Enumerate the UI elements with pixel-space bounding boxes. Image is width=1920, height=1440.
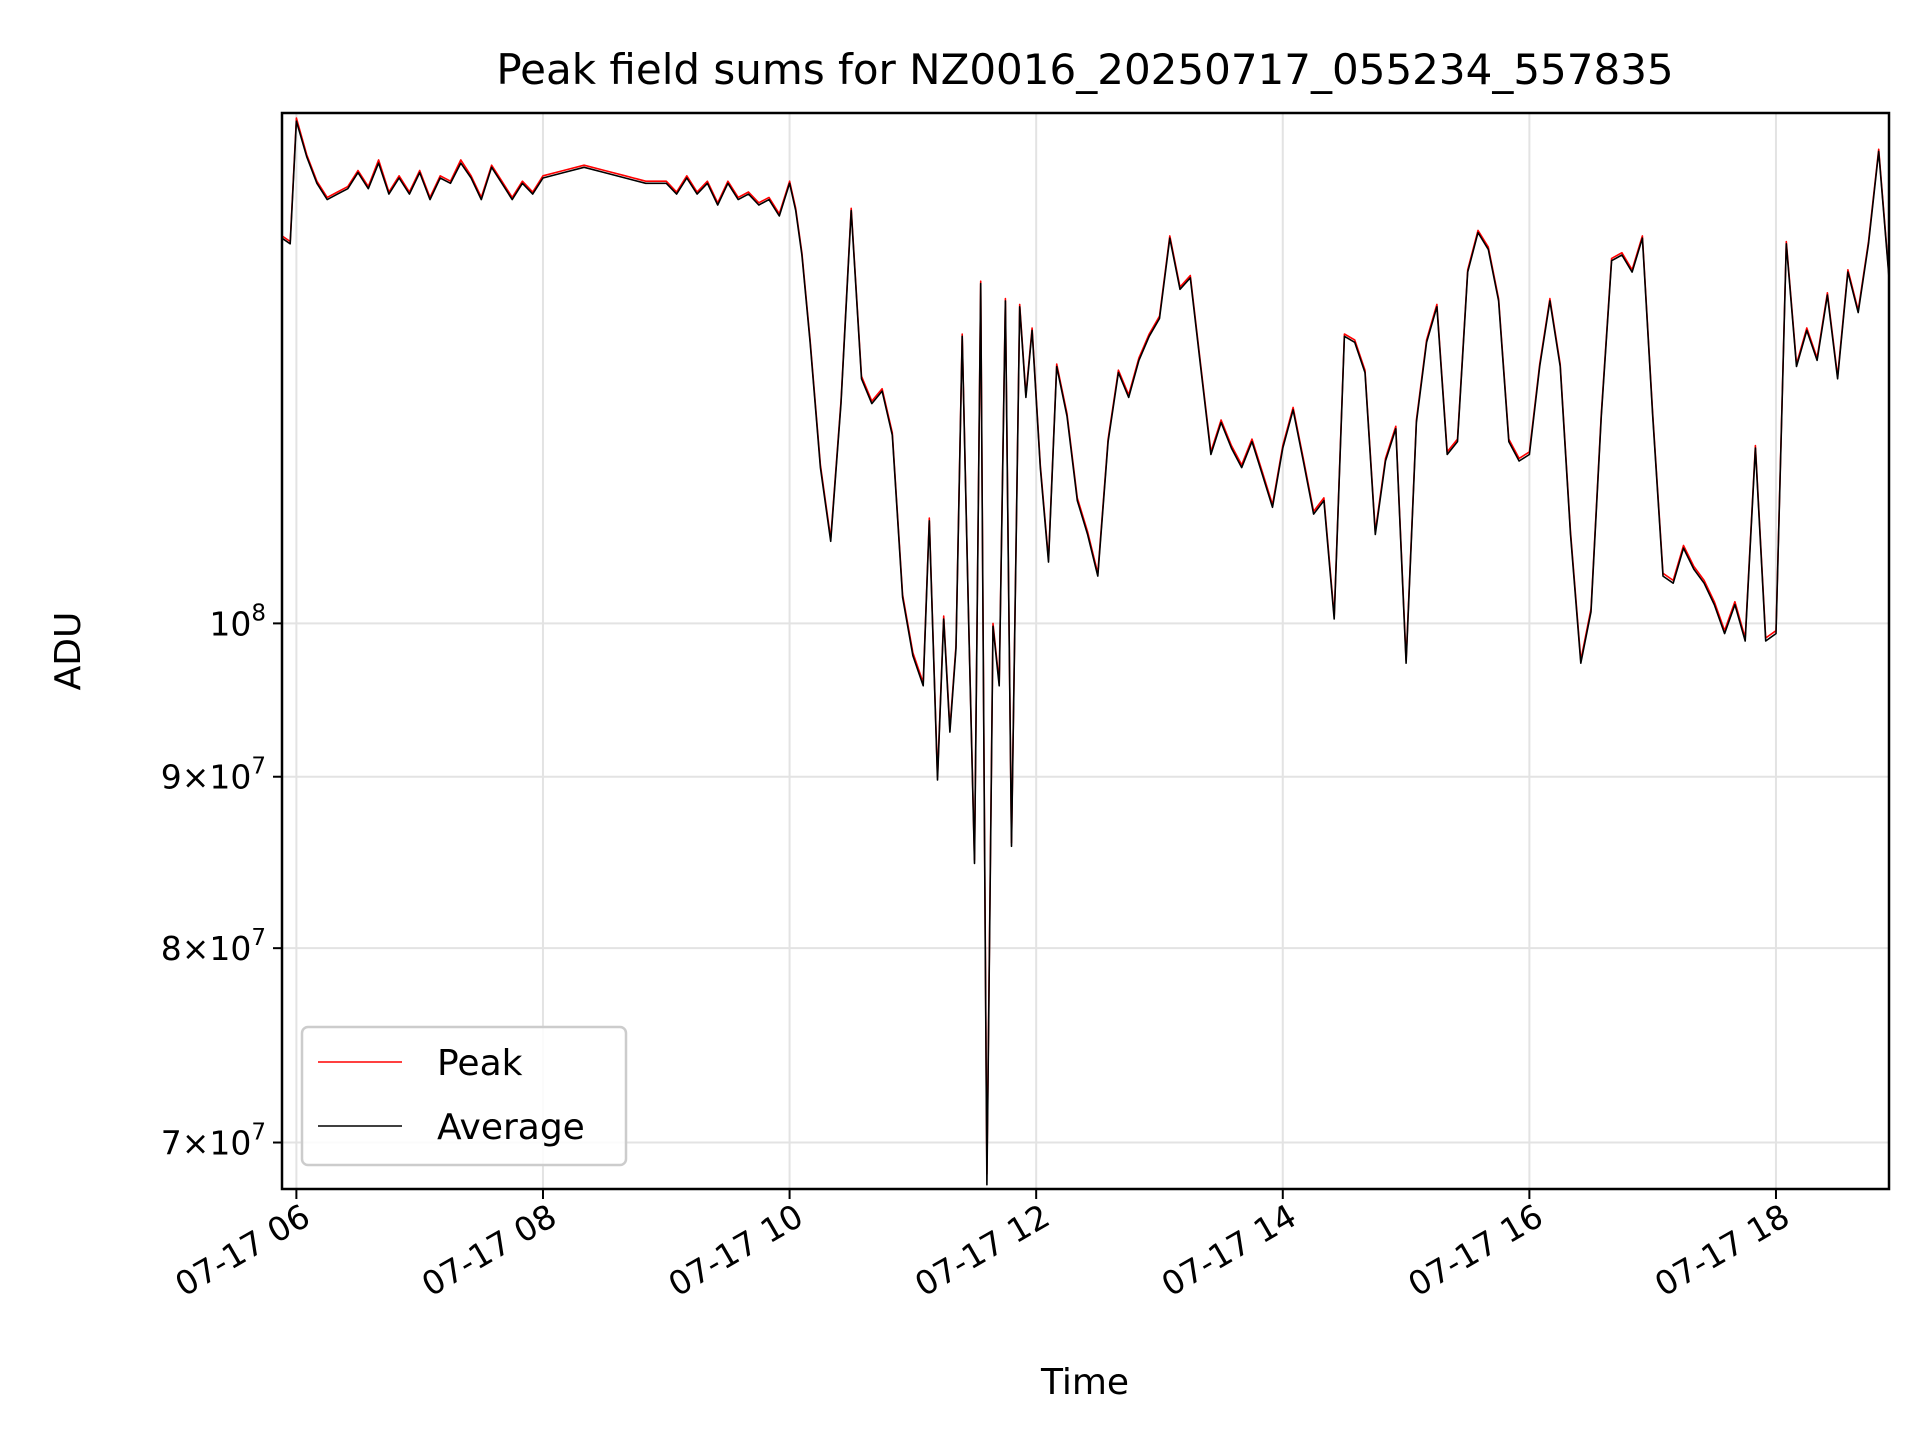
- y-tick-label: 7×107: [161, 1120, 266, 1163]
- y-tick-times: ×10: [182, 929, 252, 968]
- chart-title: Peak field sums for NZ0016_20250717_0552…: [496, 45, 1673, 94]
- y-tick-times: ×10: [182, 1124, 252, 1163]
- y-tick-mantissa: 7: [161, 1124, 182, 1163]
- y-tick-exponent: 7: [251, 754, 266, 780]
- x-gridlines: [295, 113, 1777, 1189]
- y-tick-label: 108: [209, 600, 266, 643]
- legend-label-peak: Peak: [437, 1043, 523, 1084]
- y-tick-mantissa: 8: [161, 929, 182, 968]
- y-tick-times: ×10: [182, 758, 252, 797]
- legend: Peak Average: [300, 1025, 628, 1167]
- series-line-average: [281, 120, 1890, 1186]
- legend-label-average: Average: [437, 1107, 585, 1148]
- y-tick-mantissa: 9: [161, 758, 182, 797]
- y-tick-exponent: 7: [251, 925, 266, 951]
- y-tick-exponent: 7: [251, 1120, 266, 1146]
- x-axis-label: Time: [1040, 1362, 1129, 1403]
- plot-frame: [280, 111, 1891, 1191]
- y-tick-base: 10: [209, 604, 251, 643]
- y-tick-exponent: 8: [251, 600, 266, 626]
- y-axis-label: ADU: [48, 612, 89, 691]
- y-tick-label: 8×107: [161, 925, 266, 968]
- series-lines: [281, 117, 1890, 1186]
- y-tick-label: 9×107: [161, 754, 266, 797]
